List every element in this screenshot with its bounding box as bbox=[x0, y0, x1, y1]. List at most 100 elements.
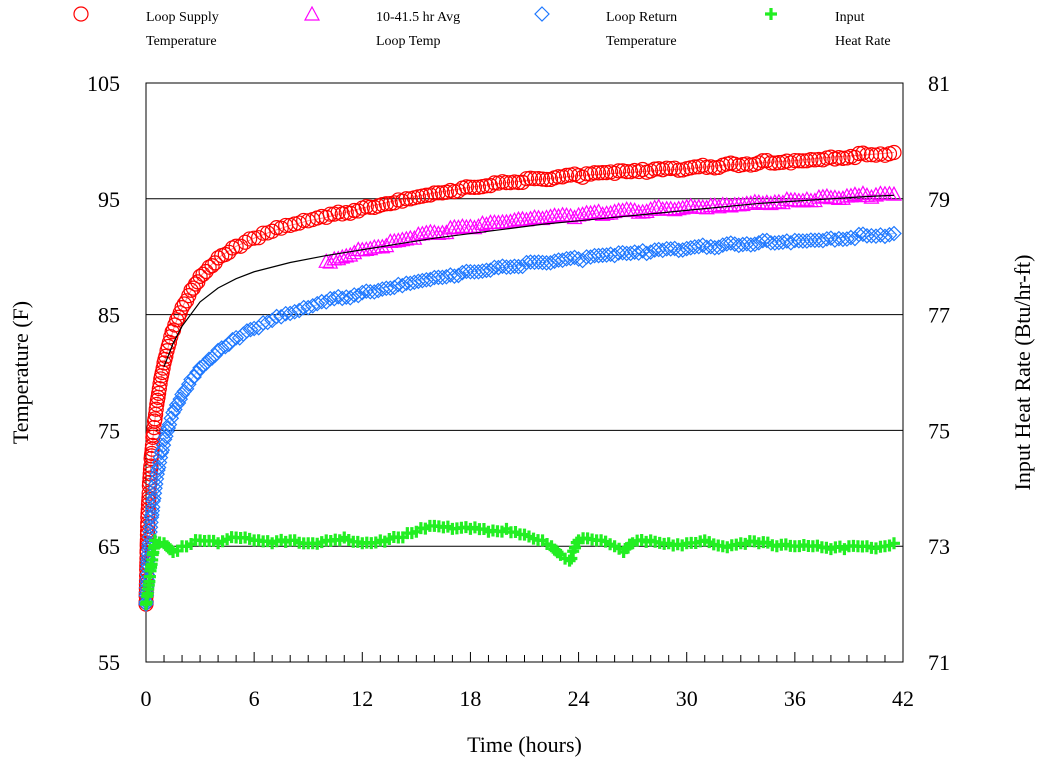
data-point bbox=[530, 209, 547, 225]
y2-axis-title: Input Heat Rate (Btu/hr-ft) bbox=[1010, 255, 1035, 491]
data-point bbox=[189, 364, 205, 381]
data-point bbox=[755, 153, 771, 169]
data-point bbox=[738, 235, 755, 252]
data-point bbox=[176, 296, 192, 312]
data-point bbox=[778, 191, 795, 206]
data-point bbox=[659, 160, 675, 176]
data-point bbox=[195, 358, 211, 374]
data-point bbox=[362, 199, 378, 215]
data-point bbox=[198, 263, 214, 280]
data-point bbox=[658, 240, 675, 257]
data-point bbox=[746, 236, 763, 253]
data-point bbox=[430, 185, 446, 201]
data-point bbox=[791, 153, 807, 169]
series-layer bbox=[138, 144, 902, 612]
series-loop-supply-temperature bbox=[138, 144, 902, 612]
legend-label-line2: Temperature bbox=[146, 34, 217, 49]
data-point bbox=[827, 232, 843, 248]
data-point bbox=[438, 268, 455, 285]
data-point bbox=[631, 163, 647, 180]
data-point bbox=[157, 428, 174, 445]
data-point bbox=[726, 236, 743, 252]
data-point bbox=[192, 268, 208, 284]
y-tick-label: 65 bbox=[98, 534, 120, 559]
data-point bbox=[386, 279, 403, 296]
legend-marker bbox=[73, 6, 89, 22]
data-point bbox=[486, 175, 503, 191]
data-point bbox=[671, 162, 687, 178]
data-point bbox=[578, 249, 595, 265]
data-point bbox=[426, 269, 443, 286]
data-point bbox=[730, 237, 747, 254]
data-point bbox=[338, 289, 355, 305]
data-point bbox=[594, 247, 611, 264]
data-point bbox=[313, 293, 330, 310]
data-point bbox=[686, 239, 703, 255]
data-point bbox=[282, 305, 299, 322]
data-point bbox=[630, 245, 647, 261]
data-point bbox=[518, 254, 535, 271]
x-tick-label: 6 bbox=[249, 686, 260, 711]
data-point bbox=[695, 157, 711, 173]
data-point bbox=[246, 230, 262, 246]
data-point bbox=[550, 169, 567, 185]
data-point bbox=[554, 252, 571, 269]
data-point bbox=[235, 326, 252, 342]
y-tick-label: 95 bbox=[98, 187, 120, 212]
data-point bbox=[718, 196, 735, 212]
data-point bbox=[881, 226, 898, 243]
data-point bbox=[814, 188, 831, 204]
data-point bbox=[839, 231, 855, 247]
data-point bbox=[542, 208, 559, 224]
data-point bbox=[534, 171, 551, 187]
data-point bbox=[330, 288, 347, 305]
data-point bbox=[590, 203, 607, 219]
data-point bbox=[558, 206, 575, 222]
legend-item: Input Heat Rate bbox=[765, 8, 891, 49]
data-point bbox=[446, 268, 463, 285]
data-point bbox=[255, 315, 272, 331]
data-point bbox=[742, 237, 759, 253]
data-point bbox=[526, 254, 543, 271]
data-point bbox=[374, 281, 391, 297]
x-tick-label: 12 bbox=[351, 686, 373, 711]
data-point bbox=[858, 187, 875, 202]
data-point bbox=[835, 231, 851, 248]
data-point bbox=[550, 252, 567, 268]
data-point bbox=[354, 284, 371, 301]
data-point bbox=[650, 241, 667, 258]
gridlines bbox=[146, 198, 903, 547]
data-point bbox=[566, 209, 583, 225]
data-point bbox=[887, 537, 900, 550]
data-point bbox=[486, 259, 503, 276]
data-point bbox=[674, 242, 691, 258]
legend-label-line2: Loop Temp bbox=[376, 34, 440, 49]
data-point bbox=[326, 290, 343, 307]
data-point bbox=[771, 155, 787, 171]
data-point bbox=[426, 185, 442, 201]
data-point bbox=[201, 351, 217, 368]
data-point bbox=[145, 493, 162, 509]
data-point bbox=[462, 179, 479, 195]
y-axis-right: 71 73 75 77 79 81 bbox=[928, 71, 950, 675]
data-point bbox=[378, 196, 394, 212]
data-point bbox=[638, 203, 655, 218]
y2-tick-label: 73 bbox=[928, 534, 950, 559]
data-point bbox=[877, 228, 893, 245]
data-point bbox=[152, 376, 168, 392]
data-point bbox=[638, 245, 655, 262]
series-input-heat-rate bbox=[140, 519, 900, 611]
y-tick-label: 85 bbox=[98, 303, 120, 328]
y-tick-label: 105 bbox=[87, 71, 120, 96]
data-point bbox=[714, 237, 731, 253]
data-point bbox=[242, 231, 258, 247]
data-point bbox=[586, 204, 603, 219]
data-point bbox=[590, 247, 607, 264]
data-point bbox=[470, 263, 487, 280]
data-point bbox=[478, 178, 495, 194]
data-point bbox=[815, 232, 831, 249]
data-point bbox=[510, 258, 527, 275]
data-point bbox=[309, 295, 326, 312]
data-point bbox=[342, 289, 359, 306]
